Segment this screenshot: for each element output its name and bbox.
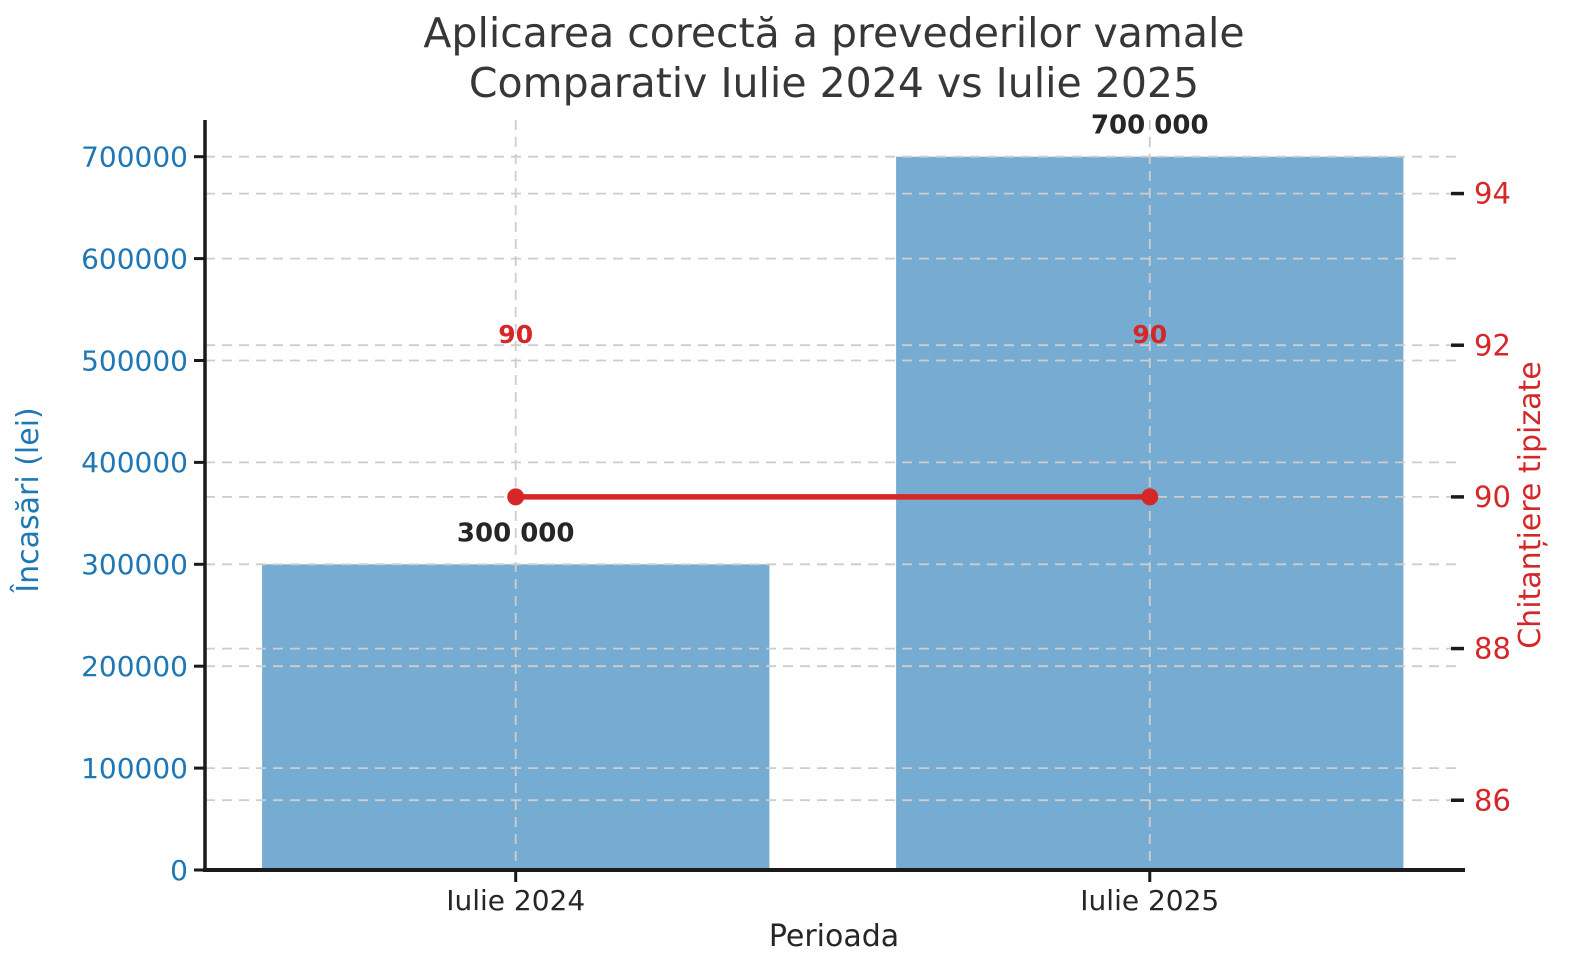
x-axis-label: Perioada <box>769 919 899 954</box>
x-tick-label-iulie-2025: Iulie 2025 <box>1080 884 1219 917</box>
left-tick-label-200000: 200000 <box>81 650 188 683</box>
chart-title: Aplicarea corectă a prevederilor vamale … <box>205 8 1463 108</box>
right-tick-label-92: 92 <box>1474 328 1511 362</box>
right-tick-label-90: 90 <box>1474 480 1511 514</box>
left-tick-label-500000: 500000 <box>81 344 188 377</box>
bar-value-label-iulie-2025: 700 000 <box>1091 111 1209 141</box>
x-tick-label-iulie-2024: Iulie 2024 <box>446 884 585 917</box>
left-tick-label-300000: 300000 <box>81 548 188 581</box>
left-tick-label-600000: 600000 <box>81 242 188 275</box>
line-value-label-iulie-2024: 90 <box>498 320 533 349</box>
left-tick-label-700000: 700000 <box>81 140 188 173</box>
left-tick-label-400000: 400000 <box>81 446 188 479</box>
left-axis-label: Încasări (lei) <box>10 407 46 594</box>
chart-title-line1: Aplicarea corectă a prevederilor vamale <box>423 9 1245 57</box>
right-tick-label-94: 94 <box>1474 177 1511 211</box>
left-tick-label-100000: 100000 <box>81 752 188 785</box>
right-tick-label-88: 88 <box>1474 632 1511 666</box>
right-axis-label: Chitanțiere tipizate <box>1513 361 1548 649</box>
bar-value-label-iulie-2024: 300 000 <box>457 518 575 548</box>
line-value-label-iulie-2025: 90 <box>1132 320 1167 349</box>
line-marker-iulie-2025 <box>1141 488 1159 506</box>
line-marker-iulie-2024 <box>507 488 525 506</box>
left-tick-label-0: 0 <box>170 854 188 887</box>
right-tick-label-86: 86 <box>1474 783 1511 817</box>
chart-title-line2: Comparativ Iulie 2024 vs Iulie 2025 <box>468 59 1200 107</box>
